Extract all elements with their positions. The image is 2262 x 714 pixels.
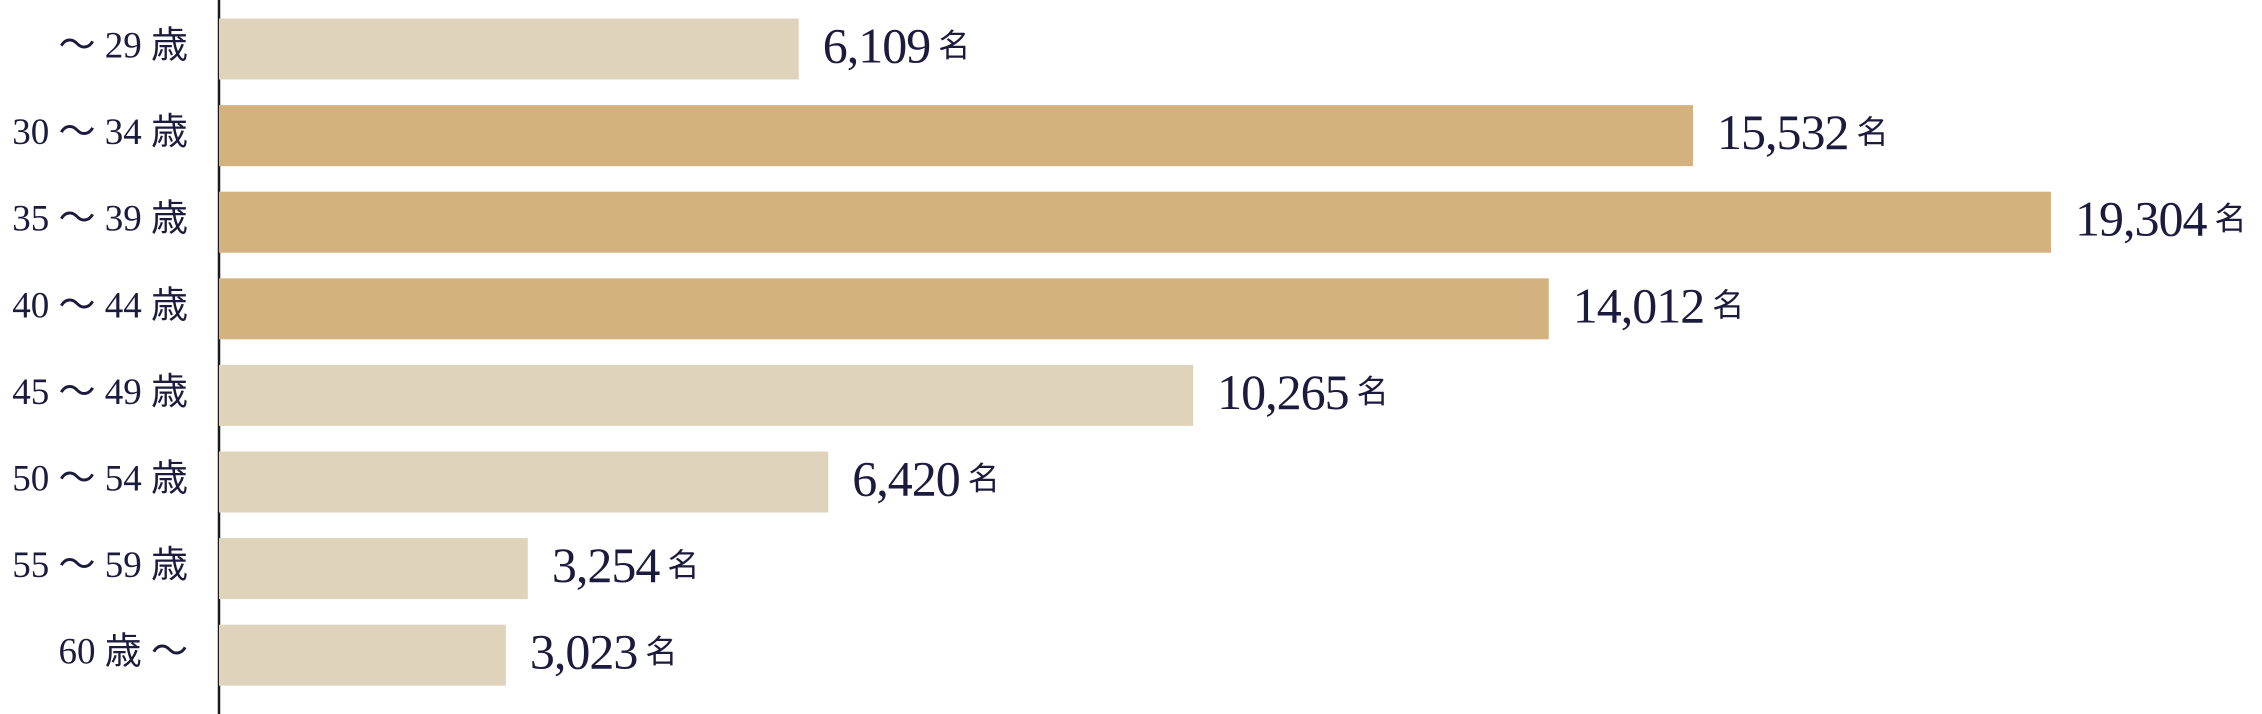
bar bbox=[219, 191, 2051, 253]
bar bbox=[219, 364, 1194, 426]
bar bbox=[219, 451, 829, 513]
value-label: 6,109 bbox=[823, 17, 931, 73]
value-label: 3,023 bbox=[530, 624, 638, 680]
category-label: 30 〜 34 歳 bbox=[12, 112, 188, 153]
category-label: 〜 29 歳 bbox=[59, 25, 189, 66]
value-label: 19,304 bbox=[2075, 191, 2208, 247]
value-unit: 名 bbox=[968, 460, 1000, 496]
value-unit: 名 bbox=[1357, 374, 1389, 410]
bar bbox=[219, 278, 1549, 340]
bar bbox=[219, 18, 799, 80]
category-label: 35 〜 39 歳 bbox=[12, 199, 188, 240]
bar bbox=[219, 105, 1694, 167]
value-unit: 名 bbox=[667, 547, 699, 583]
value-label: 10,265 bbox=[1217, 364, 1349, 420]
value-label: 15,532 bbox=[1717, 104, 1849, 160]
value-label: 3,254 bbox=[552, 537, 661, 593]
value-unit: 名 bbox=[1712, 287, 1744, 323]
value-label: 6,420 bbox=[852, 450, 960, 506]
value-unit: 名 bbox=[1857, 114, 1889, 150]
category-label: 55 〜 59 歳 bbox=[12, 545, 188, 586]
bar bbox=[219, 624, 506, 686]
category-label: 40 〜 44 歳 bbox=[12, 285, 188, 326]
bar bbox=[219, 538, 528, 600]
category-label: 45 〜 49 歳 bbox=[12, 372, 188, 413]
category-label: 50 〜 54 歳 bbox=[12, 458, 188, 499]
value-label: 14,012 bbox=[1573, 277, 1705, 333]
value-unit: 名 bbox=[2215, 201, 2247, 237]
value-unit: 名 bbox=[645, 634, 677, 670]
value-unit: 名 bbox=[938, 27, 970, 63]
category-label: 60 歳 〜 bbox=[59, 632, 189, 673]
